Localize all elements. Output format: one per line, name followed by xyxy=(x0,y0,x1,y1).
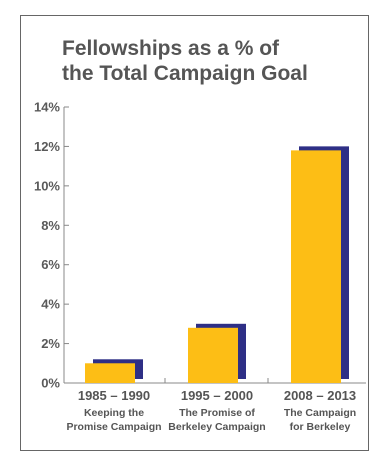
chart-title-line-2: the Total Campaign Goal xyxy=(62,62,308,85)
category-sublabel: Promise Campaign xyxy=(66,421,161,433)
y-tick-label: 0% xyxy=(41,376,60,391)
y-tick-label: 12% xyxy=(34,139,60,154)
bar xyxy=(291,150,341,383)
bar xyxy=(188,327,238,383)
y-tick-label: 14% xyxy=(34,100,60,115)
category-sublabel: Keeping the xyxy=(84,407,144,419)
category-sublabel: for Berkeley xyxy=(290,421,351,433)
category-sublabel: The Promise of xyxy=(179,407,255,419)
category-sublabel: The Campaign xyxy=(284,407,356,419)
bar xyxy=(85,363,135,383)
y-tick-label: 10% xyxy=(34,178,60,193)
category-sublabel: Berkeley Campaign xyxy=(168,421,265,433)
y-tick-label: 4% xyxy=(41,297,60,312)
y-tick-label: 8% xyxy=(41,218,60,233)
y-tick-label: 2% xyxy=(41,336,60,351)
chart-title-line-1: Fellowships as a % of xyxy=(62,37,280,60)
category-label: 1995 – 2000 xyxy=(181,388,253,403)
category-label: 1985 – 1990 xyxy=(78,388,150,403)
y-tick-label: 6% xyxy=(41,257,60,272)
category-label: 2008 – 2013 xyxy=(284,388,356,403)
